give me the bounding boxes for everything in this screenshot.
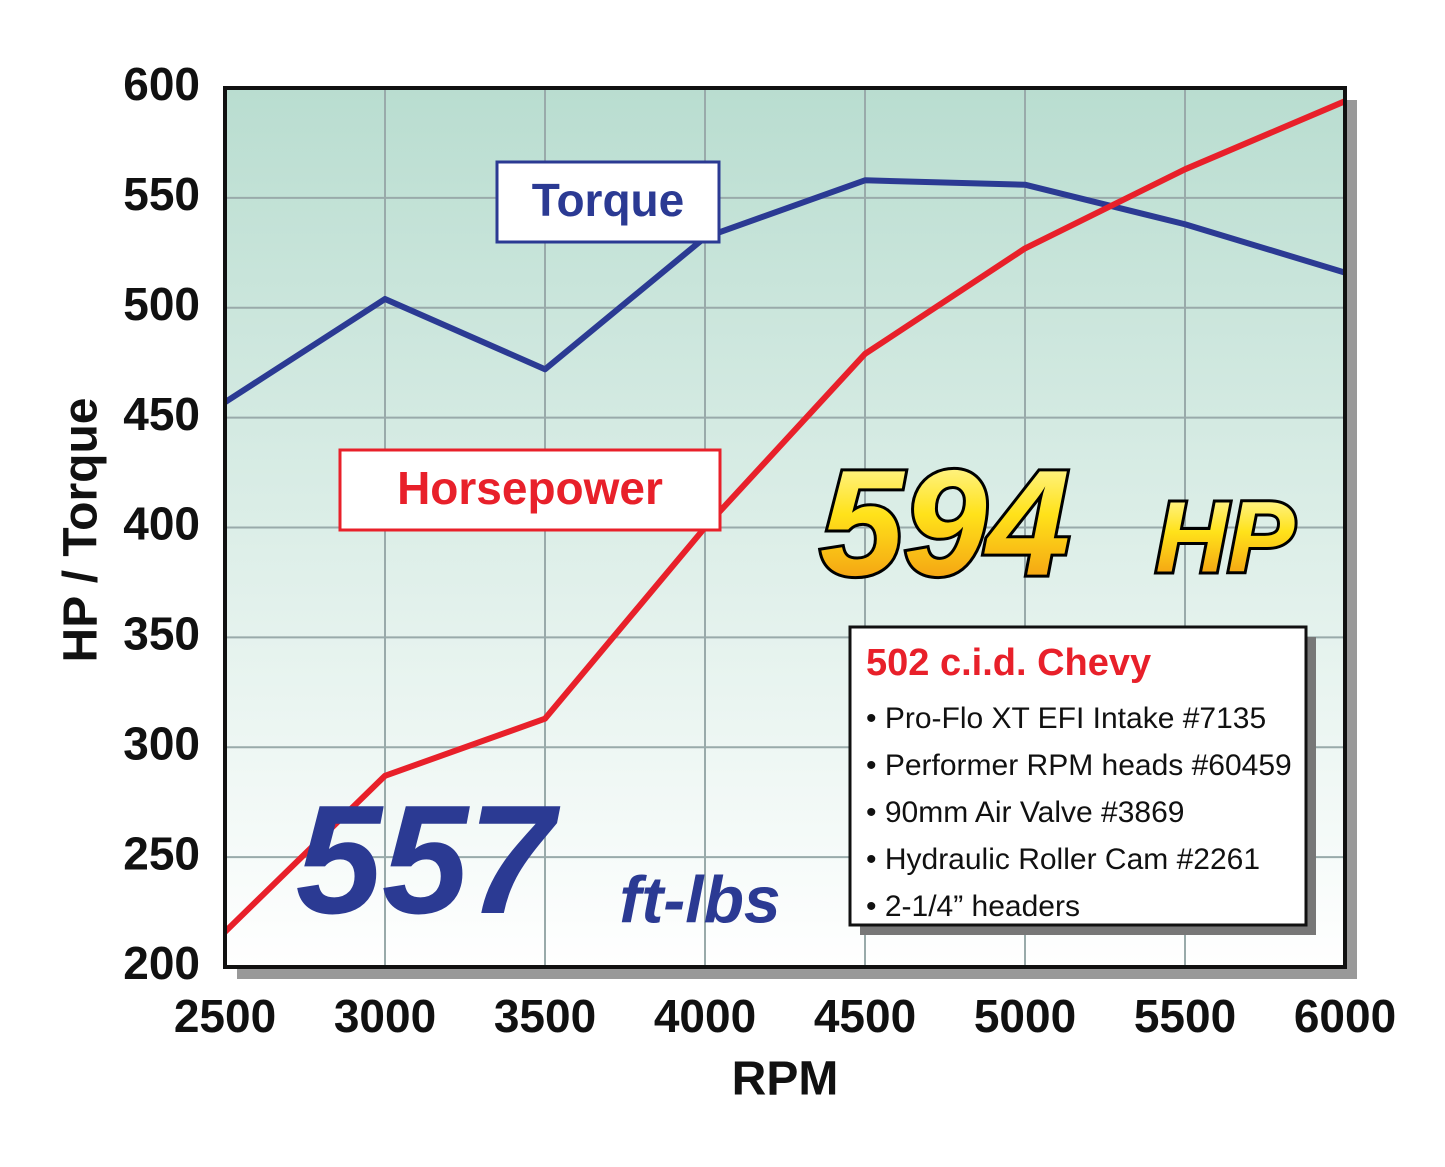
y-tick-label: 500	[123, 278, 200, 330]
y-tick-label: 250	[123, 827, 200, 879]
spec-item: • Pro-Flo XT EFI Intake #7135	[866, 702, 1266, 735]
plot-frame	[223, 86, 1347, 969]
torque-value: 557	[296, 773, 561, 946]
y-tick-label: 300	[123, 717, 200, 769]
spec-list: • Pro-Flo XT EFI Intake #7135 • Performer…	[866, 702, 1292, 923]
legend-label: Torque	[532, 174, 684, 226]
x-tick-label: 4000	[654, 990, 756, 1042]
series-line	[222, 98, 1347, 934]
legend-box	[338, 448, 722, 532]
x-tick-label: 4500	[814, 990, 916, 1042]
legend-label: Horsepower	[397, 462, 663, 514]
hp-unit: HP	[1156, 481, 1295, 593]
y-axis-title: HP / Torque	[55, 398, 108, 663]
x-tick-label: 6000	[1294, 990, 1396, 1042]
series-line	[223, 177, 1346, 405]
spec-title: 502 c.i.d. Chevy	[866, 642, 1151, 684]
spec-item: • Hydraulic Roller Cam #2261	[866, 843, 1260, 876]
x-tick-label: 2500	[174, 990, 276, 1042]
spec-item: • Performer RPM heads #60459	[866, 749, 1292, 782]
spec-item: • 2-1/4” headers	[866, 890, 1080, 923]
legend-box	[495, 160, 721, 244]
y-tick-label: 600	[123, 58, 200, 110]
y-tick-label: 200	[123, 937, 200, 989]
y-tick-label: 400	[123, 498, 200, 550]
y-tick-label: 450	[123, 388, 200, 440]
x-tick-label: 5500	[1134, 990, 1236, 1042]
spec-box	[848, 625, 1308, 927]
y-tick-label: 550	[123, 168, 200, 220]
y-tick-label: 350	[123, 608, 200, 660]
lines	[222, 98, 1347, 934]
hp-value: 594	[820, 439, 1070, 607]
spec-item: • 90mm Air Valve #3869	[866, 796, 1184, 829]
x-tick-label: 3500	[494, 990, 596, 1042]
x-axis-title: RPM	[732, 1053, 839, 1106]
annotations: 594 HP 557 ft-lbs	[296, 436, 1298, 946]
torque-unit: ft-lbs	[619, 862, 780, 936]
x-tick-label: 3000	[334, 990, 436, 1042]
x-tick-label: 5000	[974, 990, 1076, 1042]
